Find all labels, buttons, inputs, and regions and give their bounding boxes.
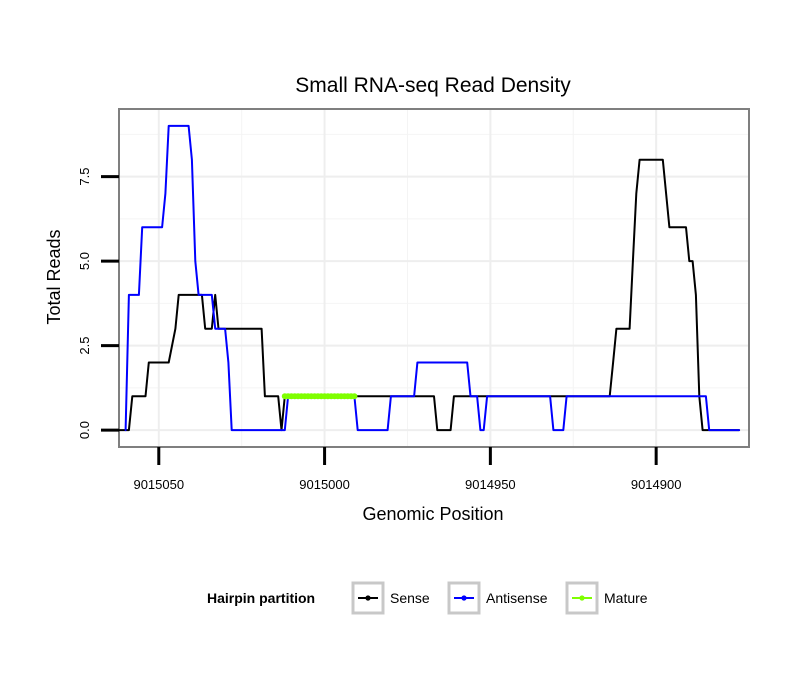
- legend: Hairpin partition Sense Antisense Mature: [207, 581, 648, 615]
- y-tick-label: 0.0: [77, 421, 92, 439]
- x-tick-label: 9015050: [133, 477, 184, 492]
- legend-label-mature: Mature: [604, 590, 648, 606]
- y-tick-label: 2.5: [77, 337, 92, 355]
- x-tick-label: 9014900: [631, 477, 682, 492]
- legend-label-sense: Sense: [390, 590, 430, 606]
- y-axis-title: Total Reads: [44, 229, 64, 324]
- series-line-sense: [118, 158, 741, 432]
- y-axis: 0.0 2.5 5.0 7.5: [77, 168, 119, 439]
- series-layer: [118, 124, 741, 432]
- x-tick-label: 9014950: [465, 477, 516, 492]
- x-axis-title: Genomic Position: [362, 504, 503, 524]
- legend-key-point: [579, 595, 585, 601]
- legend-key-point: [365, 595, 371, 601]
- gridlines: [120, 110, 748, 446]
- y-tick-label: 5.0: [77, 252, 92, 270]
- legend-key-point: [461, 595, 467, 601]
- series-line-antisense: [124, 124, 741, 432]
- plot-panel: [118, 108, 750, 448]
- chart-title: Small RNA-seq Read Density: [295, 74, 571, 97]
- x-axis: 9015050 9015000 9014950 9014900: [133, 447, 681, 492]
- legend-label-antisense: Antisense: [486, 590, 548, 606]
- legend-title: Hairpin partition: [207, 590, 315, 606]
- x-tick-label: 9015000: [299, 477, 350, 492]
- y-tick-label: 7.5: [77, 168, 92, 186]
- data-point-mature: [351, 393, 358, 400]
